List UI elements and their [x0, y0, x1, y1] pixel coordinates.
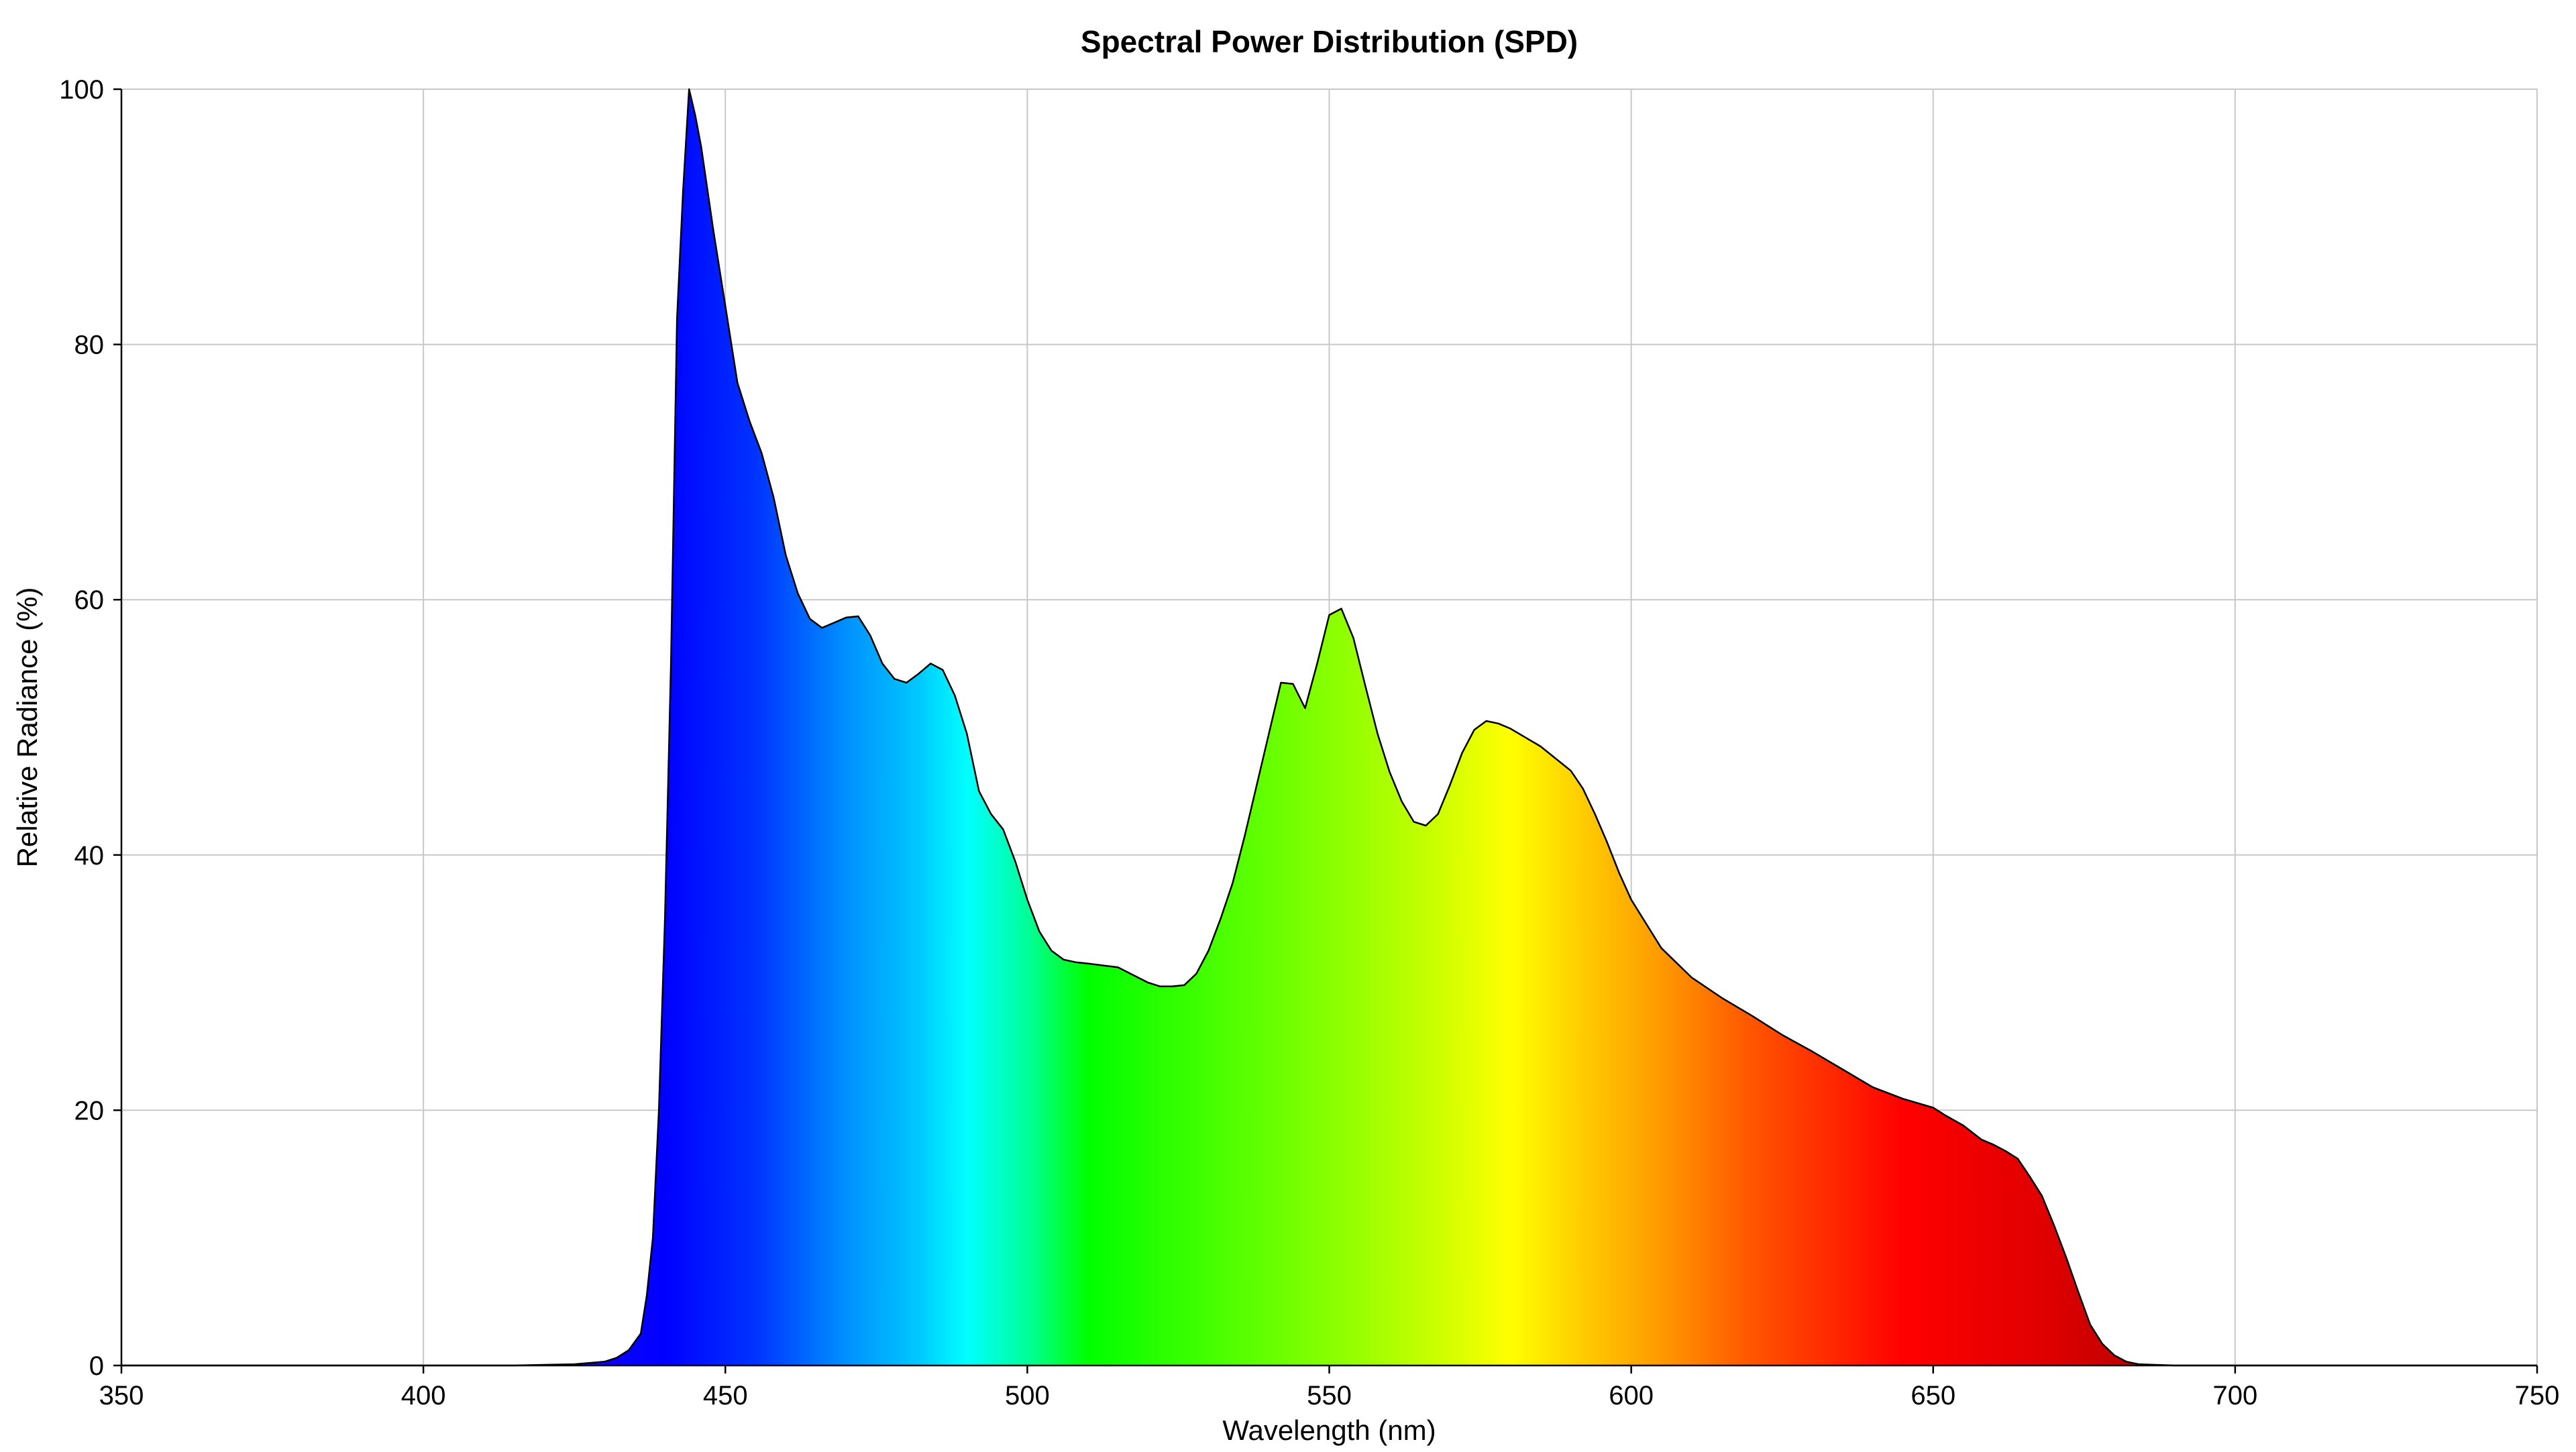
axes: 350 400 450 500 550 600 650 700 750 0 20 40 60 80 100 [59, 75, 2559, 1410]
x-tick-label: 500 [1005, 1381, 1050, 1410]
x-tick-label: 550 [1307, 1381, 1352, 1410]
spd-outline [121, 88, 2537, 1367]
spd-area [121, 89, 2537, 1365]
x-tick-label: 600 [1609, 1381, 1654, 1410]
chart-title: Spectral Power Distribution (SPD) [1081, 24, 1578, 59]
y-tick-label: 100 [59, 75, 104, 105]
y-tick-label: 20 [74, 1096, 105, 1125]
x-tick-label: 400 [401, 1381, 446, 1410]
x-axis-label: Wavelength (nm) [1222, 1414, 1436, 1446]
x-tick-label: 700 [2213, 1381, 2258, 1410]
y-tick-label: 80 [74, 331, 105, 360]
y-axis-label: Relative Radiance (%) [11, 588, 43, 868]
x-tick-label: 750 [2515, 1381, 2560, 1410]
x-tick-label: 450 [703, 1381, 748, 1410]
y-tick-label: 60 [74, 585, 105, 615]
x-tick-label: 350 [99, 1381, 144, 1410]
y-tick-label: 40 [74, 841, 105, 871]
data-layer [121, 88, 2537, 1367]
y-tick-label: 0 [89, 1351, 104, 1381]
x-tick-label: 650 [1911, 1381, 1955, 1410]
